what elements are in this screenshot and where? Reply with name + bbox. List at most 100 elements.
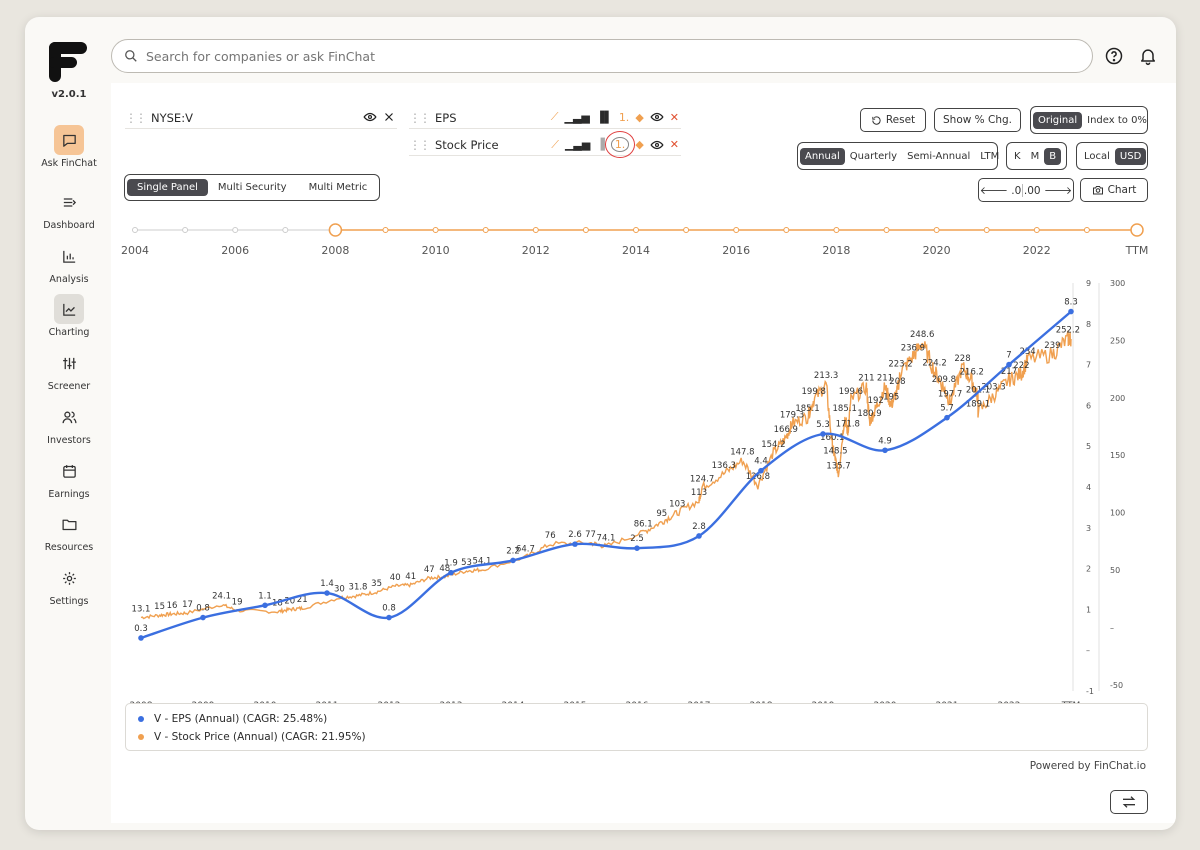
unit-k[interactable]: K	[1014, 150, 1021, 162]
powered-by: Powered by FinChat.io	[1029, 760, 1146, 772]
finchat-logo[interactable]	[49, 42, 87, 82]
eps-data-label: 2.2	[506, 546, 520, 556]
bar-style-icon[interactable]: ▁▃▅	[564, 110, 590, 124]
increase-decimals-button[interactable]: .00 🡒	[1023, 184, 1073, 197]
stock-price-data-label: 179.3	[780, 411, 804, 421]
period-semi-annual[interactable]: Semi-Annual	[907, 150, 971, 162]
x-tick-label: 2014	[502, 701, 525, 703]
y-left-tick: 7	[1086, 361, 1091, 370]
eye-icon[interactable]	[363, 110, 377, 124]
eps-data-label: 4.9	[878, 436, 892, 446]
line-style-icon[interactable]: ⟋	[550, 110, 559, 123]
reset-button[interactable]: Reset	[860, 108, 926, 132]
remove-icon[interactable]: ✕	[669, 110, 679, 124]
nav-earnings[interactable]: Earnings	[25, 456, 113, 500]
unit-m[interactable]: M	[1030, 150, 1040, 162]
eye-icon[interactable]	[650, 110, 664, 124]
nav-dashboard[interactable]: Dashboard	[25, 187, 113, 231]
index-option[interactable]: Index to 0%	[1087, 114, 1147, 126]
nav-analysis[interactable]: Analysis	[25, 241, 113, 285]
drag-handle-icon[interactable]: ⋮⋮	[409, 110, 431, 125]
bell-icon[interactable]	[1138, 46, 1158, 66]
nav-settings[interactable]: Settings	[25, 563, 113, 607]
y-right-tick: 50	[1110, 566, 1120, 575]
eye-icon[interactable]	[650, 138, 664, 152]
close-icon[interactable]	[383, 111, 395, 123]
legend-item-stock-price[interactable]: V - Stock Price (Annual) (CAGR: 21.95%)	[138, 728, 1135, 746]
x-tick-label: 2009	[192, 701, 215, 703]
remove-icon[interactable]: ✕	[669, 138, 679, 151]
eps-data-label: 0.3	[134, 624, 148, 634]
legend-item-eps[interactable]: V - EPS (Annual) (CAGR: 25.48%)	[138, 710, 1135, 728]
view-single-panel[interactable]: Single Panel	[127, 179, 208, 196]
metric-row-eps[interactable]: ⋮⋮ EPS ⟋ ▁▃▅ ▐▌ 1. ◆ ✕	[409, 107, 681, 129]
timeline-slider[interactable]: 2004 2006 2008 2010 2012 2014 2016 2018 2020 2022…	[111, 218, 1176, 263]
timeline-label: 2012	[522, 244, 550, 257]
stock-price-data-label: 236.9	[901, 344, 925, 354]
eps-data-label: 8.3	[1064, 298, 1078, 308]
bar-outline-icon[interactable]: ▐▌	[595, 110, 613, 124]
period-quarterly[interactable]: Quarterly	[849, 150, 898, 162]
stock-price-data-label: 16	[167, 601, 178, 611]
label-toggle-icon[interactable]: 1.	[618, 110, 630, 124]
nav-label: Screener	[47, 381, 91, 392]
eps-line	[140, 310, 1072, 640]
x-tick-label: 2016	[626, 701, 649, 703]
unit-b[interactable]: B	[1044, 147, 1062, 165]
nav-charting[interactable]: Charting	[25, 294, 113, 338]
x-tick-label: 2012	[378, 701, 401, 703]
currency-local[interactable]: Local	[1084, 150, 1110, 162]
original-option[interactable]: Original	[1033, 111, 1083, 129]
stock-price-data-label: 24.1	[212, 592, 231, 602]
period-ltm[interactable]: LTM	[980, 150, 1000, 162]
eps-data-label: 2.8	[692, 522, 706, 532]
swap-button[interactable]	[1110, 790, 1148, 814]
eps-point	[324, 590, 330, 596]
eps-point	[200, 614, 206, 621]
period-annual[interactable]: Annual	[800, 147, 845, 165]
swap-icon	[1122, 796, 1136, 808]
bar-style-icon[interactable]: ▁▃▅	[564, 138, 591, 151]
chart-snapshot-button[interactable]: Chart	[1080, 178, 1148, 202]
x-tick-label: 2019	[812, 701, 835, 703]
tag-icon[interactable]: ◆	[635, 138, 644, 151]
drag-handle-icon[interactable]: ⋮⋮	[409, 137, 431, 152]
nav-ask-finchat[interactable]: Ask FinChat	[25, 125, 113, 169]
tag-icon[interactable]: ◆	[635, 110, 644, 124]
nav-resources[interactable]: Resources	[25, 509, 113, 553]
nav-label: Dashboard	[43, 220, 95, 231]
legend-label: V - EPS (Annual) (CAGR: 25.48%)	[154, 713, 328, 725]
label-toggle-icon[interactable]: 1.	[604, 131, 636, 158]
view-multi-security[interactable]: Multi Security	[217, 182, 287, 193]
show-pct-change-button[interactable]: Show % Chg.	[934, 108, 1021, 132]
search-bar[interactable]	[111, 39, 1093, 73]
stock-price-data-label: 18	[272, 599, 283, 609]
security-row[interactable]: ⋮⋮ NYSE:V	[125, 107, 397, 129]
view-multi-metric[interactable]: Multi Metric	[308, 182, 368, 193]
nav-screener[interactable]: Screener	[25, 348, 113, 392]
eps-data-label: 5.7	[940, 404, 954, 414]
stock-price-data-label: 234	[1019, 347, 1035, 357]
search-input[interactable]	[146, 48, 1046, 64]
reset-label: Reset	[885, 114, 916, 126]
timeline-label: 2018	[822, 244, 850, 257]
currency-usd[interactable]: USD	[1114, 147, 1147, 165]
stock-price-data-label: 126.8	[746, 472, 770, 482]
timeline-tick	[132, 227, 138, 233]
metric-row-stock-price[interactable]: ⋮⋮ Stock Price ⟋ ▁▃▅ ▐ 1. ◆ ✕	[409, 131, 681, 158]
nav-investors[interactable]: Investors	[25, 402, 113, 446]
eps-data-label: 0.8	[196, 604, 210, 614]
bar-outline-icon[interactable]: ▐	[596, 138, 605, 151]
timeline-label: 2004	[121, 244, 149, 257]
timeline-tick	[482, 227, 489, 233]
line-style-icon[interactable]: ⟋	[551, 137, 559, 151]
timeline-tick	[933, 227, 940, 233]
stock-price-data-label: 113	[691, 488, 707, 498]
drag-handle-icon[interactable]: ⋮⋮	[125, 110, 147, 125]
decrease-decimals-button[interactable]: 🡐 .0	[979, 183, 1023, 197]
stock-price-data-label: 189.1	[966, 399, 990, 409]
timeline-tick	[432, 227, 439, 233]
help-icon[interactable]	[1104, 46, 1124, 66]
eps-point	[448, 569, 454, 576]
show-pct-label: Show % Chg.	[943, 114, 1012, 126]
